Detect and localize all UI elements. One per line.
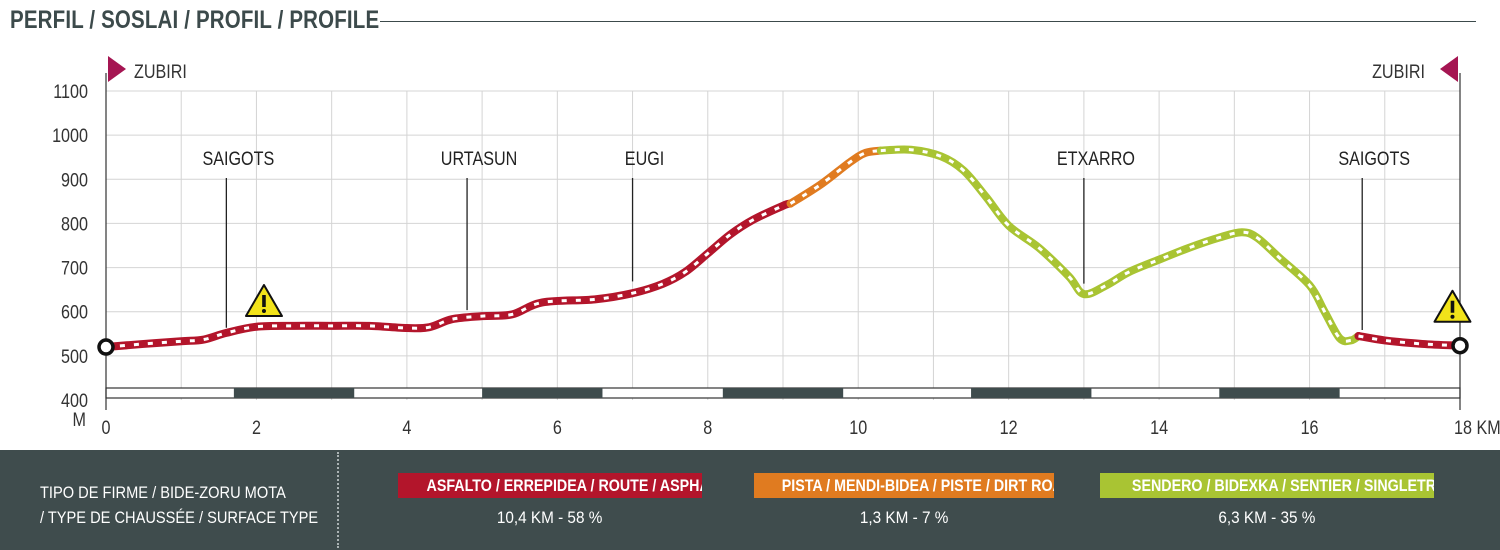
- start-point-marker: [97, 338, 115, 356]
- x-tick-label: 14: [1150, 417, 1168, 439]
- legend-divider: [337, 452, 339, 548]
- end-flag-icon: [1440, 56, 1458, 82]
- y-tick-label: 1000: [52, 125, 88, 147]
- singletrack-legend-badge: SENDERO / BIDEXKA / SENTIER / SINGLETRAC…: [1100, 473, 1434, 498]
- surface-type-line1: TIPO DE FIRME / BIDE-ZORU MOTA: [40, 483, 286, 502]
- chart-grid: [106, 90, 1460, 400]
- annotation-label: URTASUN: [441, 148, 518, 170]
- x-tick-label: 0: [102, 417, 111, 439]
- annotation-label: ETXARRO: [1057, 148, 1135, 170]
- annotation-label: SAIGOTS: [1338, 148, 1410, 170]
- distance-band: [722, 388, 844, 398]
- elevation-line: [102, 145, 1464, 352]
- route-dash-asphalt: [105, 202, 791, 349]
- start-flag-icon: [108, 56, 126, 82]
- dirt-road-legend-badge: PISTA / MENDI-BIDEA / PISTE / DIRT ROAD: [754, 473, 1054, 498]
- distance-band: [482, 388, 603, 398]
- route-dash-asphalt: [1358, 334, 1461, 348]
- surface-type-heading: TIPO DE FIRME / BIDE-ZORU MOTA / TYPE DE…: [40, 480, 318, 530]
- surface-legend-panel: [0, 450, 1500, 550]
- elevation-profile-chart: 400 500 600 700 800 900 1000 1100 0 2 4 6 8 10 12 14 16 1…: [52, 56, 1500, 438]
- asphalt-legend-label: ASFALTO / ERREPIDEA / ROUTE / ASPHALT: [426, 476, 702, 495]
- distance-band: [233, 388, 355, 398]
- y-tick-label: 600: [61, 301, 88, 323]
- x-tick-label: 2: [252, 417, 261, 439]
- y-axis-unit: M: [73, 409, 86, 431]
- dirt-road-legend-label: PISTA / MENDI-BIDEA / PISTE / DIRT ROAD: [781, 476, 1054, 495]
- y-tick-label: 500: [61, 346, 88, 368]
- end-point-marker: [1451, 336, 1469, 355]
- place-annotations: SAIGOTS URTASUN EUGI ETXARRO SAIGOTS: [202, 148, 1410, 330]
- asphalt-legend-badge: ASFALTO / ERREPIDEA / ROUTE / ASPHALT: [398, 473, 702, 498]
- warning-icon-bar: [262, 295, 266, 308]
- x-tick-label: 18 KM: [1454, 417, 1500, 439]
- distance-bands: [105, 387, 1461, 399]
- y-tick-label: 800: [61, 213, 88, 235]
- end-label: ZUBIRI: [1372, 61, 1425, 83]
- title-rule: [380, 21, 1476, 22]
- warning-icon-dot: [1450, 314, 1455, 319]
- x-tick-label: 16: [1301, 417, 1319, 439]
- route-segment-singletrack: [876, 145, 1363, 346]
- x-tick-label: 12: [1000, 417, 1018, 439]
- x-tick-label: 4: [402, 417, 411, 439]
- x-tick-label: 8: [703, 417, 712, 439]
- distance-band: [971, 388, 1092, 398]
- page-title: PERFIL / SOSLAI / PROFIL / PROFILE: [10, 6, 380, 34]
- chart-axes: 400 500 600 700 800 900 1000 1100 0 2 4 6 8 10 12 14 16 1…: [52, 73, 1500, 438]
- y-tick-label: 900: [61, 169, 88, 191]
- annotation-label: SAIGOTS: [202, 148, 274, 170]
- route-dash-singletrack: [880, 147, 1360, 343]
- dirt-road-stat: 1,3 KM - 7 %: [859, 508, 949, 527]
- start-label: ZUBIRI: [134, 61, 187, 83]
- route-dash-dirt-road: [789, 149, 882, 205]
- y-tick-label: 700: [61, 257, 88, 279]
- singletrack-stat: 6,3 KM - 35 %: [1218, 508, 1316, 527]
- singletrack-legend-label: SENDERO / BIDEXKA / SENTIER / SINGLETRAC…: [1131, 476, 1434, 495]
- x-tick-label: 6: [553, 417, 562, 439]
- warning-icon-dot: [261, 309, 266, 314]
- distance-band: [1219, 388, 1340, 398]
- y-tick-label: 1100: [53, 81, 88, 103]
- warning-icon-bar: [1450, 300, 1455, 313]
- x-tick-label: 10: [849, 417, 867, 439]
- y-tick-label: 400: [61, 390, 88, 412]
- chart-markers: ZUBIRI ZUBIRI: [97, 56, 1472, 356]
- asphalt-stat: 10,4 KM - 58 %: [497, 508, 603, 527]
- annotation-label: EUGI: [625, 148, 664, 170]
- surface-type-line2: / TYPE DE CHAUSSÉE / SURFACE TYPE: [40, 508, 319, 527]
- route-segment-asphalt: [102, 199, 795, 352]
